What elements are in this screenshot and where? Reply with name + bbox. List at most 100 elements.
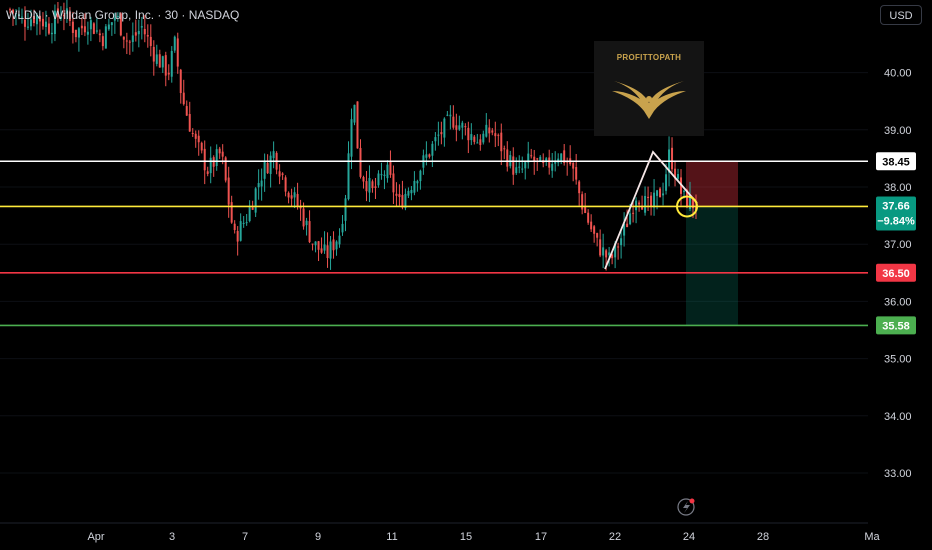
candle xyxy=(500,123,503,166)
candle-body xyxy=(44,21,47,28)
candle xyxy=(203,140,206,185)
candle xyxy=(140,17,143,40)
candle-body xyxy=(122,36,125,40)
price-axis[interactable]: 33.00 34.00 35.00 36.00 37.00 38.00 39.00 40.00 xyxy=(868,0,932,523)
lightning-icon[interactable] xyxy=(677,498,695,516)
candle xyxy=(650,192,653,216)
candle xyxy=(383,170,386,190)
pattern-drawing[interactable] xyxy=(604,150,698,270)
candle-body xyxy=(389,161,392,175)
symbol-header[interactable]: WLDN · Willdan Group, Inc. · 30 · NASDAQ xyxy=(6,8,240,22)
currency-button[interactable]: USD xyxy=(880,5,922,25)
candle xyxy=(77,27,80,52)
candle-body xyxy=(500,132,503,152)
watermark-text: PROFITTOPATH xyxy=(616,53,682,62)
candle xyxy=(86,21,89,45)
candle xyxy=(503,145,506,160)
candle-body xyxy=(560,153,563,162)
circle-marker[interactable] xyxy=(676,195,698,218)
candle-body xyxy=(272,151,275,159)
candle xyxy=(98,29,101,43)
candle-body xyxy=(638,202,641,205)
candle xyxy=(674,161,677,187)
candle xyxy=(173,35,176,53)
candle-body xyxy=(62,14,65,17)
candle xyxy=(332,231,335,259)
candle xyxy=(488,119,491,143)
candle xyxy=(467,121,470,154)
candle-body xyxy=(131,35,134,43)
candle-body xyxy=(467,127,470,141)
candle-body xyxy=(413,180,416,193)
grid xyxy=(0,72,868,474)
candle-body xyxy=(599,239,602,256)
candle-body xyxy=(218,148,221,154)
candle xyxy=(431,141,434,168)
candle xyxy=(290,188,293,207)
candle xyxy=(551,152,554,178)
candle xyxy=(305,217,308,236)
candle-body xyxy=(29,19,32,27)
candle-body xyxy=(635,200,638,211)
candle xyxy=(200,141,203,154)
candle-body xyxy=(284,177,287,192)
candle xyxy=(470,123,473,146)
candle-body xyxy=(494,133,497,137)
candle-body xyxy=(182,92,185,105)
candle-body xyxy=(140,26,143,28)
candle-body xyxy=(83,26,86,33)
candle-body xyxy=(497,134,500,136)
candle-body xyxy=(692,197,695,209)
target-zone[interactable] xyxy=(686,206,738,326)
badge-change: −9.84% xyxy=(877,215,915,227)
candle xyxy=(473,134,476,145)
position-box[interactable] xyxy=(686,161,738,326)
candle-body xyxy=(230,202,233,223)
candle-body xyxy=(446,114,449,116)
candle xyxy=(344,194,347,232)
candle-body xyxy=(191,133,194,135)
candle-body xyxy=(128,41,131,43)
price-badges: 38.45 37.66 −9.84% 36.50 35.58 xyxy=(876,152,916,335)
candle xyxy=(401,180,404,210)
candle xyxy=(149,24,152,57)
candle xyxy=(23,6,26,41)
candle xyxy=(38,14,41,35)
candle-body xyxy=(23,19,26,27)
triangle-pattern[interactable] xyxy=(604,150,698,270)
candle-body xyxy=(137,30,140,35)
x-tick-label: 7 xyxy=(242,531,248,543)
candle-body xyxy=(335,241,338,250)
candle-body xyxy=(530,155,533,157)
candle xyxy=(359,139,362,179)
candle xyxy=(50,23,53,44)
candle xyxy=(143,15,146,43)
candle-body xyxy=(347,153,350,200)
x-tick-label: 24 xyxy=(683,531,695,543)
candle xyxy=(17,7,20,20)
candle xyxy=(293,187,296,209)
candle xyxy=(134,19,137,42)
candle xyxy=(278,164,281,185)
time-axis[interactable]: Apr 3 7 9 11 15 17 22 24 28 Ma xyxy=(0,522,881,543)
candle xyxy=(128,39,131,55)
candle-body xyxy=(77,28,80,38)
candle-body xyxy=(332,239,335,251)
candle-body xyxy=(287,192,290,198)
candle xyxy=(167,64,170,81)
candle-body xyxy=(290,195,293,199)
candle-body xyxy=(659,188,662,198)
candle xyxy=(260,168,263,201)
candle-body xyxy=(95,30,98,32)
candle xyxy=(653,179,656,216)
candle-body xyxy=(662,193,665,196)
candle-body xyxy=(101,36,104,47)
candle-body xyxy=(50,32,53,35)
candle-body xyxy=(407,190,410,196)
candle-body xyxy=(512,156,515,175)
candle xyxy=(371,179,374,193)
badge-bg xyxy=(876,152,916,171)
candle xyxy=(407,187,410,199)
horizontal-levels[interactable] xyxy=(0,160,868,327)
